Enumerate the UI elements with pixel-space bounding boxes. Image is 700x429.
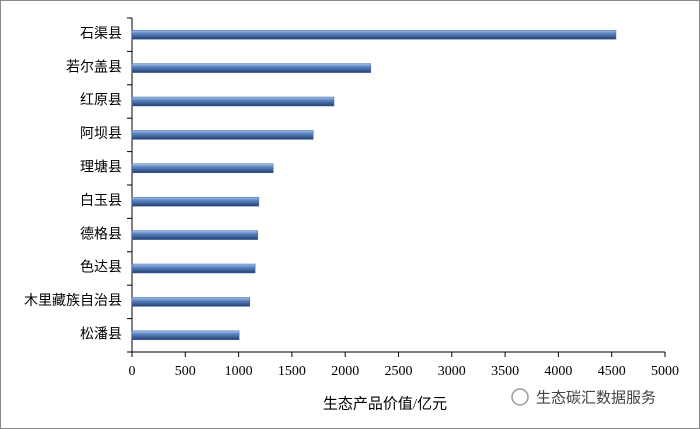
- bar: [131, 196, 260, 207]
- x-tick-label: 4000: [544, 364, 572, 379]
- y-tick-label: 红原县: [80, 93, 122, 109]
- x-tick-label: 1500: [278, 364, 306, 379]
- bar: [131, 297, 251, 307]
- x-axis-title: 生态产品价值/亿元: [323, 395, 447, 412]
- bar: [131, 96, 335, 107]
- watermark-icon: [511, 388, 529, 406]
- x-tick-label: 0: [129, 364, 136, 379]
- watermark-text: 生态碳汇数据服务: [536, 389, 656, 407]
- x-tick-label: 3000: [438, 364, 466, 379]
- y-tick-label: 石渠县: [80, 26, 122, 42]
- x-tick-label: 4500: [598, 364, 626, 379]
- bar: [131, 29, 617, 40]
- bar: [131, 163, 274, 174]
- watermark: 生态碳汇数据服务: [511, 388, 656, 407]
- y-tick-label: 松潘县: [80, 327, 122, 343]
- x-tick-label: 2500: [385, 364, 413, 379]
- y-tick-label: 色达县: [80, 259, 122, 276]
- bar: [131, 230, 259, 240]
- y-tick-label: 德格县: [80, 226, 122, 242]
- bar: [131, 130, 314, 140]
- y-tick-label: 若尔盖县: [66, 59, 122, 75]
- bar: [131, 263, 256, 274]
- x-tick-label: 500: [175, 364, 196, 379]
- y-tick-label: 阿坝县: [80, 126, 122, 142]
- x-tick-label: 2000: [331, 364, 359, 379]
- bar: [131, 330, 240, 341]
- x-tick-label: 3500: [491, 364, 519, 379]
- y-tick-label: 理塘县: [80, 160, 122, 176]
- y-tick-label: 白玉县: [80, 193, 122, 209]
- x-tick-label: 5000: [651, 364, 679, 379]
- y-tick-label: 木里藏族自治县: [24, 293, 122, 309]
- x-tick-label: 1000: [225, 364, 253, 379]
- bar: [131, 63, 372, 73]
